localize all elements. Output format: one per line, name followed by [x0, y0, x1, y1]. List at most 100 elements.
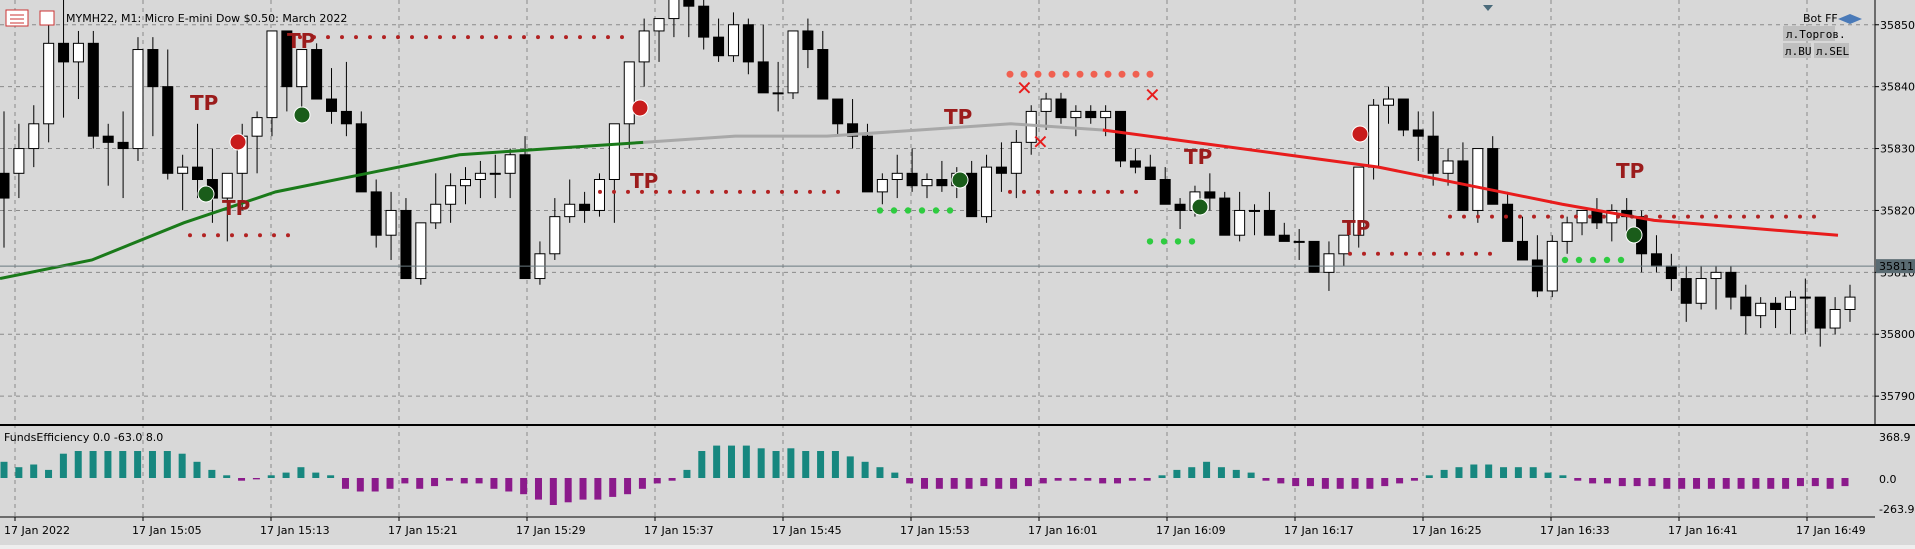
chart-shift-marker-icon[interactable]: [1483, 5, 1493, 11]
tp-level-dot: [696, 189, 700, 194]
tp-level-dot: [1532, 214, 1536, 219]
candle-bear: [1531, 259, 1543, 292]
candle-bear: [147, 49, 159, 88]
histogram-bar: [104, 451, 112, 478]
histogram-bar: [1811, 478, 1819, 487]
trade-order-icon[interactable]: [1351, 125, 1369, 143]
tp-level-dot: [738, 189, 742, 194]
histogram-bar: [1826, 478, 1834, 489]
stop-level-dot: [1048, 70, 1056, 78]
candle-bull: [638, 30, 650, 63]
candle-bull: [876, 179, 888, 193]
histogram-bar: [1678, 478, 1686, 489]
panel-buttons: л.Торгов. л.BU л.SEL: [1783, 26, 1849, 58]
trade-order-icon[interactable]: [1191, 198, 1209, 216]
tp-level-dot: [822, 189, 826, 194]
tp-level-dot: [1700, 214, 1704, 219]
tp-level-dot: [1474, 251, 1478, 256]
histogram-bar: [1396, 478, 1404, 484]
tp-level-dot: [508, 35, 512, 40]
histogram-bar: [1217, 467, 1225, 478]
tp-level-dot: [202, 233, 206, 238]
histogram-bar: [134, 451, 142, 478]
histogram-bar: [1039, 478, 1047, 484]
tp-level-dot: [424, 35, 428, 40]
candle-bull: [1695, 278, 1707, 304]
candle-bull: [1710, 271, 1722, 280]
candle-bear: [519, 154, 531, 280]
candle-bear: [0, 172, 10, 199]
buy-button-label: л.BU: [1785, 45, 1812, 58]
menu-icon[interactable]: [5, 9, 29, 27]
trade-button[interactable]: [1783, 26, 1835, 41]
tp-level-dot: [1460, 251, 1464, 256]
tp-level-dot: [188, 233, 192, 238]
candle-bull: [28, 123, 40, 150]
time-tick-label: 17 Jan 16:01: [1028, 524, 1098, 537]
candle-bull: [132, 49, 144, 150]
tp-level-dot: [312, 35, 316, 40]
time-axis: 17 Jan 2022 17 Jan 15:05 17 Jan 15:13 17 Ja…: [4, 517, 1866, 537]
tp-level-dot: [216, 233, 220, 238]
histogram-bar: [1069, 478, 1077, 481]
trade-order-icon[interactable]: [1625, 226, 1643, 244]
histogram-bar: [178, 453, 186, 478]
histogram-bar: [223, 475, 231, 478]
tp-level-dot: [1448, 214, 1452, 219]
candle-bull: [1799, 296, 1811, 299]
stop-level-dot: [1020, 70, 1028, 78]
histogram-bar: [1410, 478, 1418, 481]
entry-level-dot: [1561, 256, 1569, 264]
tp-level-dot: [1432, 251, 1436, 256]
candle-bear: [1263, 209, 1275, 236]
trade-order-icon[interactable]: [229, 133, 247, 151]
trade-order-icon[interactable]: [293, 106, 311, 124]
trade-order-icon[interactable]: [197, 185, 215, 203]
buy-button[interactable]: [1783, 43, 1811, 58]
tp-level-dot: [1008, 189, 1012, 194]
trade-order-icon[interactable]: [951, 171, 969, 189]
histogram-bar: [876, 467, 884, 478]
candle-bear: [1650, 253, 1662, 267]
candle-bull: [1755, 302, 1767, 317]
sell-button[interactable]: [1814, 43, 1849, 58]
entry-level-dot: [1146, 238, 1154, 245]
histogram-bar: [549, 478, 557, 505]
tp-level-dot: [1446, 251, 1450, 256]
candle-bull: [266, 30, 278, 119]
histogram-bar: [431, 478, 439, 487]
stop-level-dot: [1146, 70, 1154, 78]
candle-bull: [1576, 209, 1588, 224]
tp-level-dot: [272, 233, 276, 238]
scroll-strip[interactable]: [0, 545, 1915, 549]
time-tick-label: 17 Jan 15:53: [900, 524, 970, 537]
tp-level-dot: [466, 35, 470, 40]
tp-level-dot: [1756, 214, 1760, 219]
candle-bear: [906, 172, 918, 187]
tp-level-dot: [230, 233, 234, 238]
histogram-bar: [579, 478, 587, 500]
candle-bull: [1010, 141, 1022, 174]
histogram-bar: [1782, 478, 1790, 489]
candle-bear: [683, 0, 695, 7]
histogram-bar: [1188, 467, 1196, 478]
tp-level-dot: [340, 35, 344, 40]
histogram-bar: [861, 461, 869, 478]
time-tick-label: 17 Jan 16:49: [1796, 524, 1866, 537]
candle-bear: [1502, 203, 1514, 242]
histogram-bar: [1099, 478, 1107, 484]
histogram-bar: [1336, 478, 1344, 489]
chart-icon[interactable]: [39, 10, 55, 26]
trade-order-icon[interactable]: [631, 99, 649, 117]
candle-bear: [802, 30, 814, 51]
histogram-bar: [0, 461, 8, 478]
candle-bear: [832, 98, 844, 125]
histogram-bar: [594, 478, 602, 500]
tp-level-dot: [1488, 251, 1492, 256]
candle-bull: [296, 49, 308, 88]
tp-level-dot: [1418, 251, 1422, 256]
tp-level-dot: [1560, 214, 1564, 219]
tp-level-dot: [710, 189, 714, 194]
histogram-bar: [371, 478, 379, 492]
